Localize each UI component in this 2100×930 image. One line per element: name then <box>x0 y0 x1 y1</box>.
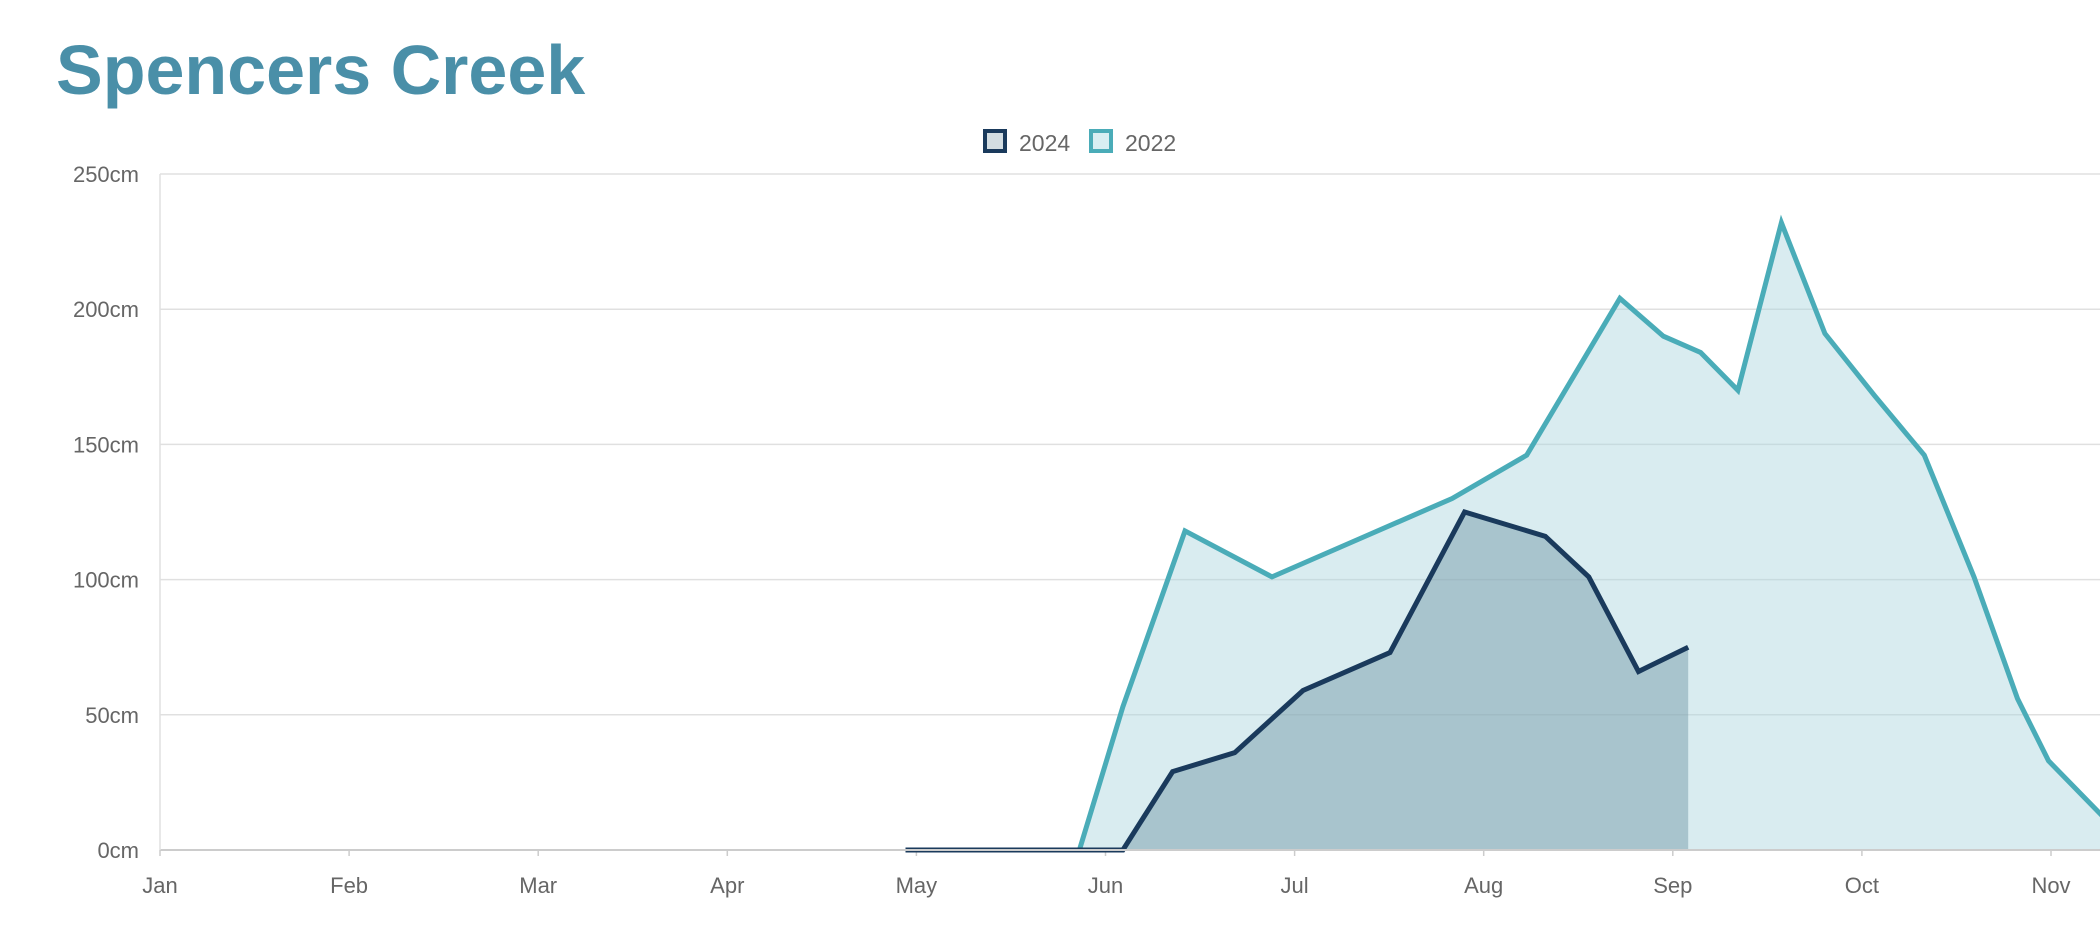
legend-swatch <box>1089 129 1113 153</box>
x-tick-label: Jan <box>142 873 177 898</box>
x-tick-label: Jun <box>1088 873 1123 898</box>
x-tick-label: Oct <box>1845 873 1879 898</box>
x-tick-label: Aug <box>1464 873 1503 898</box>
area-fills <box>905 222 2100 850</box>
legend-item-2024[interactable]: 2024 <box>983 129 1070 156</box>
legend-swatch <box>983 129 1007 153</box>
y-tick-label: 200cm <box>73 297 139 322</box>
x-axis-tick-labels: Jan Feb Mar Apr May Jun Jul Aug Sep Oct Nov <box>142 850 2071 898</box>
legend-label: 2024 <box>1019 130 1070 156</box>
legend[interactable]: 2024 2022 <box>983 129 1176 156</box>
y-tick-label: 100cm <box>73 568 139 593</box>
x-tick-label: Sep <box>1653 873 1692 898</box>
y-tick-label: 150cm <box>73 432 139 457</box>
y-tick-label: 0cm <box>97 838 139 863</box>
y-tick-label: 50cm <box>85 703 139 728</box>
x-tick-label: Nov <box>2031 873 2070 898</box>
legend-item-2022[interactable]: 2022 <box>1089 129 1176 156</box>
chart-title: Spencers Creek <box>56 31 586 109</box>
x-tick-label: Mar <box>519 873 557 898</box>
x-tick-label: Jul <box>1281 873 1309 898</box>
y-tick-label: 250cm <box>73 162 139 187</box>
x-tick-label: Feb <box>330 873 368 898</box>
x-tick-label: May <box>896 873 938 898</box>
y-axis-tick-labels: 0cm 50cm 100cm 150cm 200cm 250cm <box>73 162 139 863</box>
series-2024-area <box>905 512 1689 850</box>
series-2022-line <box>1077 214 2100 851</box>
legend-label: 2022 <box>1125 130 1176 156</box>
x-tick-label: Apr <box>710 873 744 898</box>
